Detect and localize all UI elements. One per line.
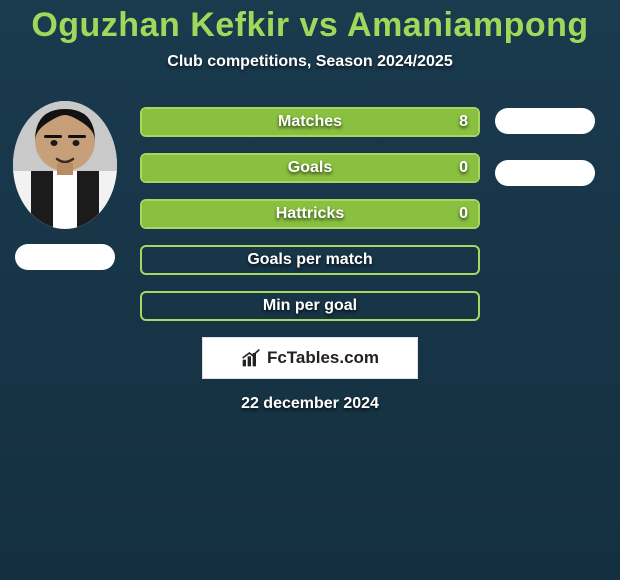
chart-bars-icon xyxy=(241,348,261,368)
stat-bar-label: Matches xyxy=(142,109,478,135)
player-left-badge xyxy=(15,244,115,270)
player-left-avatar xyxy=(13,101,117,229)
subtitle: Club competitions, Season 2024/2025 xyxy=(0,53,620,71)
stat-bars: Matches8Goals0Hattricks0Goals per matchM… xyxy=(140,101,480,321)
player-right-badge-1 xyxy=(495,108,595,134)
stat-bar-value: 8 xyxy=(459,109,468,135)
stat-bar: Hattricks0 xyxy=(140,199,480,229)
player-left xyxy=(10,101,120,270)
stat-bar-label: Goals xyxy=(142,155,478,181)
stat-bar: Min per goal xyxy=(140,291,480,321)
comparison-panel: Matches8Goals0Hattricks0Goals per matchM… xyxy=(0,101,620,321)
stat-bar: Matches8 xyxy=(140,107,480,137)
stat-bar: Goals per match xyxy=(140,245,480,275)
stat-bar-label: Min per goal xyxy=(142,293,478,319)
avatar-placeholder-icon xyxy=(13,101,117,229)
stat-bar-value: 0 xyxy=(459,155,468,181)
brand-text: FcTables.com xyxy=(267,348,379,368)
stat-bar-value: 0 xyxy=(459,201,468,227)
stat-bar: Goals0 xyxy=(140,153,480,183)
stat-bar-label: Goals per match xyxy=(142,247,478,273)
stat-bar-label: Hattricks xyxy=(142,201,478,227)
date-text: 22 december 2024 xyxy=(0,395,620,413)
player-right xyxy=(490,108,600,186)
player-right-badge-2 xyxy=(495,160,595,186)
brand-footer: FcTables.com xyxy=(202,337,418,379)
page-title: Oguzhan Kefkir vs Amaniampong xyxy=(0,0,620,45)
